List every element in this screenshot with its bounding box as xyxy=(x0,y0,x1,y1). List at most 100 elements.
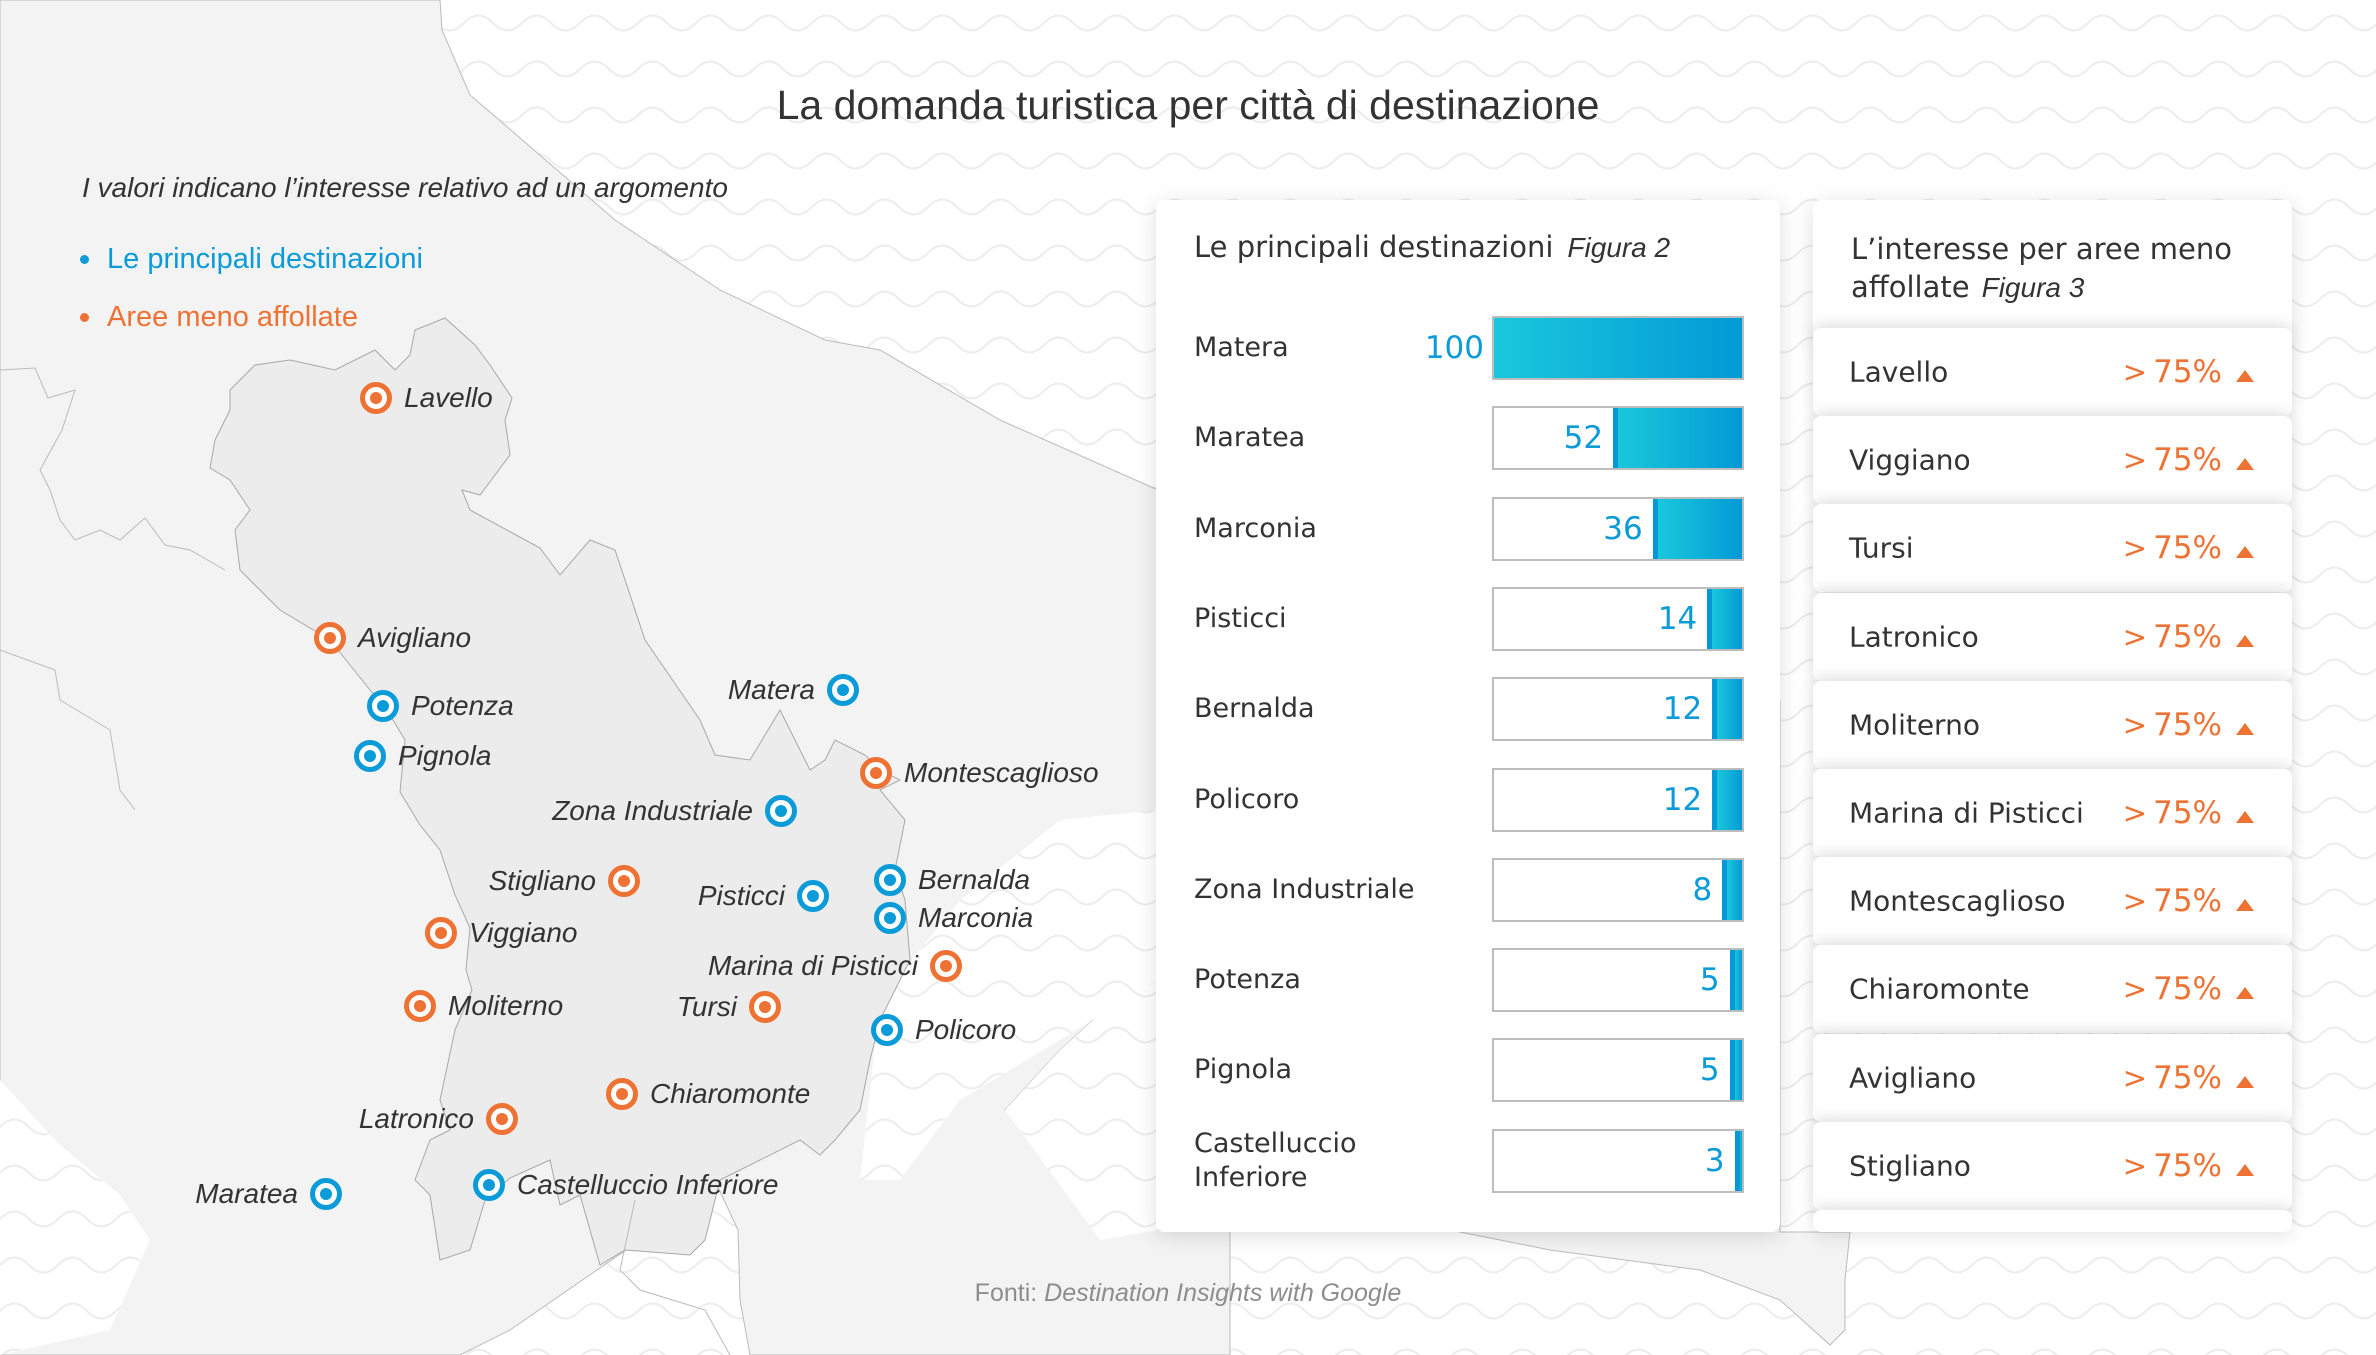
value-prefix: > xyxy=(2122,972,2148,1007)
legend-item-top: Le principali destinazioni xyxy=(80,230,423,288)
bar-value-label: 3 xyxy=(1704,1142,1725,1179)
marker-label: Policoro xyxy=(915,1014,1017,1045)
location-pin-icon xyxy=(314,622,346,654)
bar-value-label: 14 xyxy=(1657,600,1698,637)
figure2-title: Le principali destinazioni Figura 2 xyxy=(1194,230,1670,264)
list-item-name: Montescaglioso xyxy=(1849,884,2066,918)
location-pin-icon xyxy=(871,1014,903,1046)
bar-category-label: Castelluccio Inferiore xyxy=(1194,1127,1357,1193)
marker-label: Pisticci xyxy=(697,880,785,911)
list-item: Montescaglioso >75% xyxy=(1813,857,2292,946)
pin-dot xyxy=(496,1113,508,1125)
bar-value-label: 5 xyxy=(1699,1052,1720,1089)
map-marker[interactable]: Moliterno xyxy=(404,990,575,1022)
source-prefix: Fonti: xyxy=(974,1279,1038,1307)
list-item-value: >75% xyxy=(2123,442,2222,478)
value-prefix: > xyxy=(2122,1148,2148,1183)
bar-value-label: 12 xyxy=(1662,781,1703,818)
region-basilicata xyxy=(209,317,911,1266)
map-marker[interactable]: Potenza xyxy=(367,690,526,722)
map-marker[interactable]: Policoro xyxy=(871,1014,1028,1046)
map-marker[interactable]: Viggiano xyxy=(425,917,589,949)
map-marker[interactable]: Chiaromonte xyxy=(606,1078,822,1110)
list-item-name: Chiaromonte xyxy=(1849,972,2030,1006)
list-item-value: >75% xyxy=(2123,1148,2222,1184)
marker-label: Stigliano xyxy=(488,865,596,896)
legend-label: Aree meno affollate xyxy=(107,300,358,333)
map-marker[interactable]: Stigliano xyxy=(477,865,640,897)
bar xyxy=(1712,679,1742,740)
pin-dot xyxy=(881,1024,893,1036)
pin-dot xyxy=(483,1179,495,1191)
map-marker[interactable]: Zona Industriale xyxy=(540,795,797,827)
map-marker[interactable]: Marina di Pisticci xyxy=(696,950,962,982)
map-marker[interactable]: Pignola xyxy=(354,740,503,772)
list-item-value: >75% xyxy=(2123,619,2222,655)
location-pin-icon xyxy=(354,740,386,772)
border-line xyxy=(619,1199,731,1355)
map-marker[interactable]: Pisticci xyxy=(686,880,829,912)
trend-up-icon xyxy=(2236,458,2254,471)
pin-dot xyxy=(775,805,787,817)
bar-track xyxy=(1492,406,1744,471)
list-item-value: >75% xyxy=(2123,795,2222,831)
list-item-name: Latronico xyxy=(1849,620,1979,654)
map-marker[interactable]: Matera xyxy=(716,674,859,706)
value-text: 75% xyxy=(2153,530,2222,567)
value-text: 75% xyxy=(2153,618,2222,655)
trend-up-icon xyxy=(2236,811,2254,823)
marker-label: Marina di Pisticci xyxy=(707,950,918,981)
figure3-title-text: L’interesse per aree meno affollate xyxy=(1851,232,2232,304)
pin-dot xyxy=(884,912,896,924)
bar-value-label: 8 xyxy=(1692,871,1713,908)
map-marker[interactable]: Avigliano xyxy=(314,622,483,654)
figure3-label: Figura 3 xyxy=(1981,272,2085,303)
bar-track xyxy=(1492,857,1744,922)
border-line xyxy=(0,649,136,811)
sea-ionian-waves xyxy=(1005,980,1158,1240)
value-prefix: > xyxy=(2122,1060,2148,1095)
list-item: Lavello >75% xyxy=(1813,328,2292,416)
list-item: Stigliano >75% xyxy=(1813,1121,2292,1210)
trend-up-icon xyxy=(2236,634,2254,647)
location-pin-icon xyxy=(608,865,640,897)
map-marker[interactable]: Maratea xyxy=(183,1178,342,1210)
bar xyxy=(1613,408,1742,469)
bar xyxy=(1494,318,1742,378)
trend-up-icon xyxy=(2236,370,2254,382)
bar-category-label: Maratea xyxy=(1194,422,1306,454)
bar-value-label: 52 xyxy=(1563,420,1604,457)
marker-label: Latronico xyxy=(358,1103,474,1134)
bar xyxy=(1729,1040,1742,1101)
bar-row: Bernalda 12 xyxy=(1156,677,1780,742)
sea-tyrrhenian-waves xyxy=(0,1080,150,1355)
marker-label: Pignola xyxy=(398,740,492,771)
location-pin-icon xyxy=(473,1169,505,1201)
pin-dot xyxy=(414,1000,426,1012)
bar-category-label: Bernalda xyxy=(1194,693,1315,725)
map-marker[interactable]: Marconia xyxy=(874,902,1045,934)
bar-row: Pisticci 14 xyxy=(1156,586,1780,651)
location-pin-icon xyxy=(310,1178,342,1210)
map-marker[interactable]: Lavello xyxy=(360,382,505,414)
pin-dot xyxy=(377,700,389,712)
map-marker[interactable]: Montescaglioso xyxy=(860,757,1111,789)
map-marker[interactable]: Castelluccio Inferiore xyxy=(473,1169,790,1201)
pin-dot xyxy=(837,684,849,696)
marker-label: Maratea xyxy=(195,1178,298,1209)
list-item: Latronico >75% xyxy=(1813,592,2292,681)
bar xyxy=(1712,769,1742,830)
bar-category-label: Matera xyxy=(1194,332,1289,363)
bar-category-label: Marconia xyxy=(1194,512,1317,544)
bar-row: Policoro 12 xyxy=(1156,767,1780,832)
map-marker[interactable]: Tursi xyxy=(665,991,781,1023)
list-item: Tursi >75% xyxy=(1813,504,2292,593)
value-text: 75% xyxy=(2153,883,2222,920)
bar-row: Zona Industriale 8 xyxy=(1156,857,1780,922)
map-marker[interactable]: Latronico xyxy=(347,1103,518,1135)
bar-track xyxy=(1492,316,1744,380)
map-marker[interactable]: Bernalda xyxy=(874,864,1042,896)
list-item-value: >75% xyxy=(2123,707,2222,743)
pin-dot xyxy=(616,1088,628,1100)
bar-value-label: 100 xyxy=(1424,330,1484,366)
